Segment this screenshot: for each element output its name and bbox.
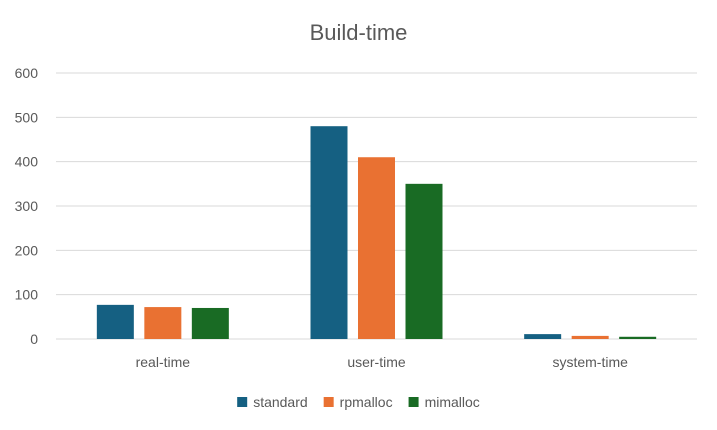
bar-mimalloc-real-time <box>191 307 229 339</box>
y-tick-label: 400 <box>15 154 39 170</box>
bars <box>96 126 657 339</box>
x-category-label: real-time <box>136 354 191 370</box>
x-category-label: user-time <box>347 354 406 370</box>
legend-label: rpmalloc <box>340 394 393 410</box>
bar-standard-user-time <box>310 126 348 339</box>
x-axis-categories: real-time user-time system-time <box>136 354 629 370</box>
y-tick-label: 100 <box>15 287 39 303</box>
bar-rpmalloc-user-time <box>358 157 395 339</box>
bar-mimalloc-user-time <box>405 183 443 339</box>
legend-swatch-mimalloc <box>408 397 419 407</box>
y-tick-label: 600 <box>15 65 39 81</box>
bar-rpmalloc-real-time <box>144 307 182 339</box>
y-tick-label: 500 <box>15 109 39 125</box>
bar-standard-real-time <box>96 304 134 339</box>
x-category-label: system-time <box>552 354 628 370</box>
legend-swatch-standard <box>237 397 248 407</box>
legend-label: mimalloc <box>425 394 480 410</box>
bar-standard-system-time <box>524 334 562 339</box>
y-tick-label: 300 <box>15 198 39 214</box>
bar-rpmalloc-system-time <box>571 335 609 339</box>
bar-mimalloc-system-time <box>619 336 657 339</box>
y-tick-label: 0 <box>30 331 38 347</box>
y-tick-label: 200 <box>15 242 39 258</box>
chart-title: Build-time <box>310 20 408 45</box>
legend-swatch-rpmalloc <box>323 397 334 407</box>
y-axis-ticks: 0 100 200 300 400 500 600 <box>15 65 39 347</box>
legend: standard rpmalloc mimalloc <box>237 394 480 410</box>
legend-label: standard <box>253 394 307 410</box>
